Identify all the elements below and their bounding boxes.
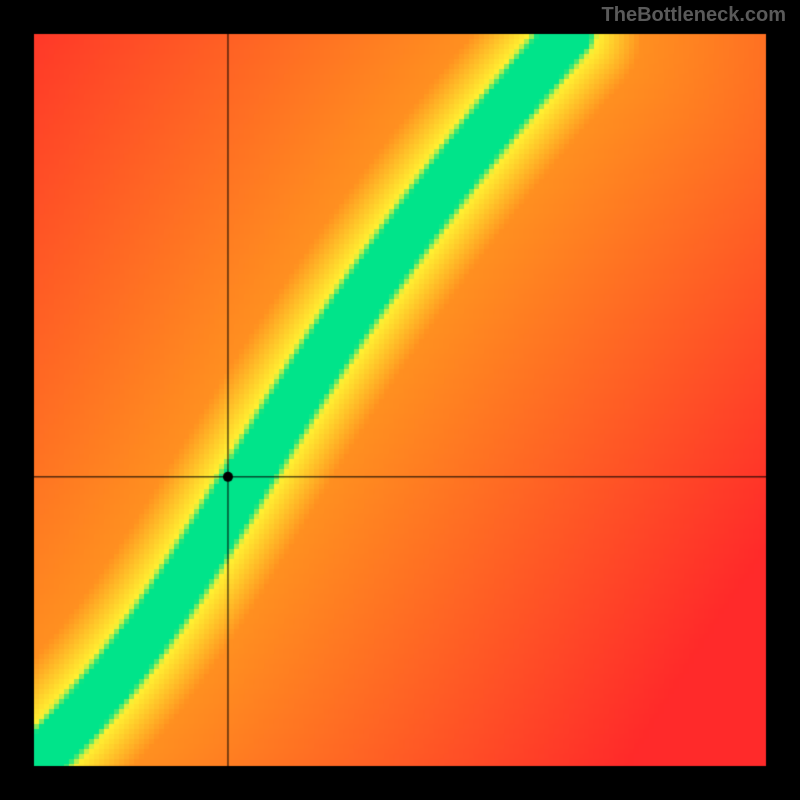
bottleneck-heatmap: [0, 0, 800, 800]
watermark-text: TheBottleneck.com: [602, 4, 786, 27]
